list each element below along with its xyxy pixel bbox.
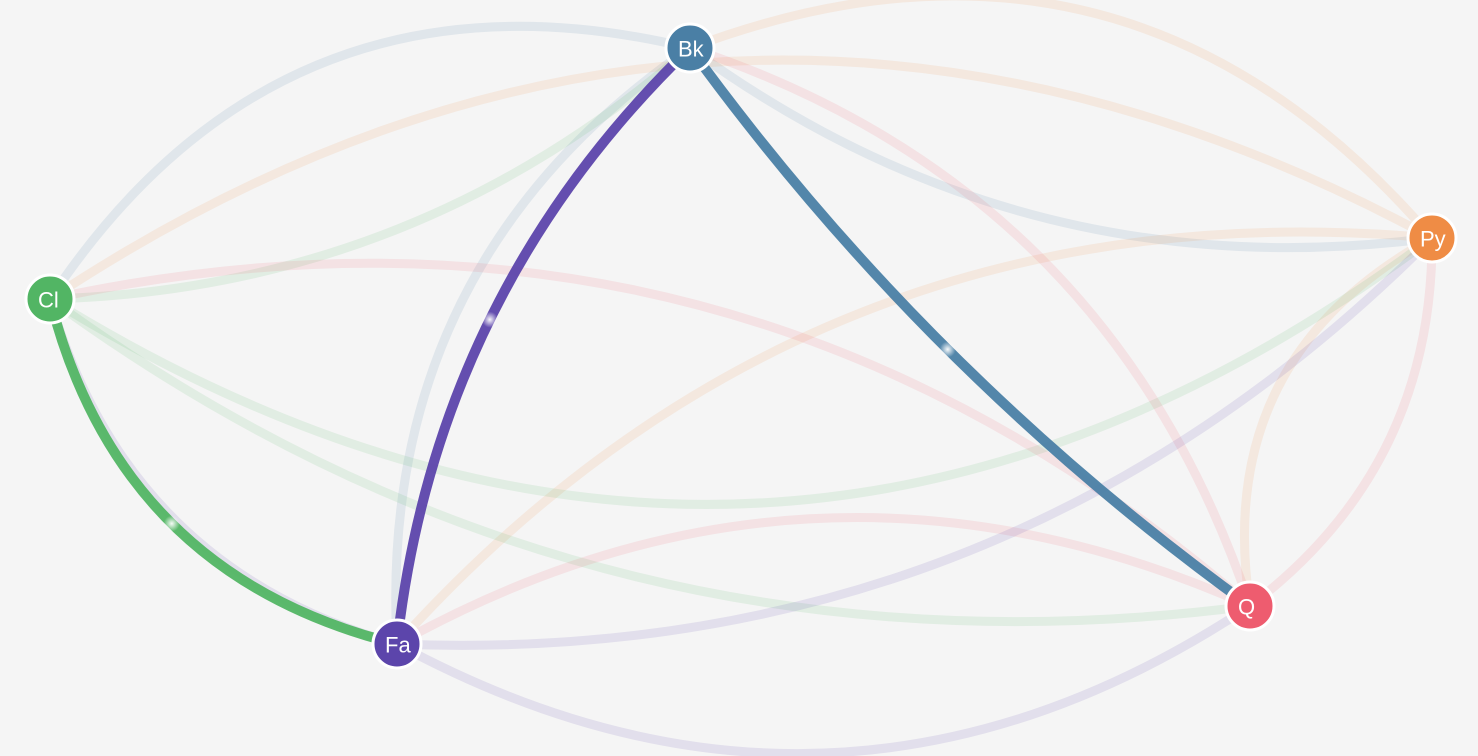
edge-Cl-Q[interactable] bbox=[45, 294, 1255, 627]
edge-layer bbox=[45, 0, 1437, 756]
node-Q-circle[interactable] bbox=[1224, 580, 1276, 632]
node-Cl-circle[interactable] bbox=[24, 273, 76, 325]
edge-Bk-Fa[interactable] bbox=[391, 43, 695, 649]
node-Bk-circle[interactable] bbox=[664, 22, 716, 74]
edge-Fa-Py[interactable] bbox=[392, 233, 1437, 650]
edge-Cl-Bk[interactable] bbox=[45, 21, 695, 304]
edge-Bk-Q[interactable] bbox=[685, 43, 1255, 611]
node-Fa[interactable]: Fa bbox=[371, 618, 423, 670]
node-Fa-label: Fa bbox=[385, 633, 411, 658]
edge-Fa-Py[interactable] bbox=[392, 227, 1437, 649]
node-Q-label: Q bbox=[1238, 595, 1255, 620]
node-layer: Bk Py Cl Fa Q bbox=[24, 22, 1458, 670]
node-Py[interactable]: Py bbox=[1406, 212, 1458, 264]
node-Cl-label: Cl bbox=[38, 288, 59, 313]
edge-particle bbox=[939, 341, 956, 358]
node-Bk[interactable]: Bk bbox=[664, 22, 716, 74]
node-Cl[interactable]: Cl bbox=[24, 273, 76, 325]
highlighted-edge-layer bbox=[45, 43, 1255, 649]
node-Bk-label: Bk bbox=[678, 37, 705, 62]
edge-particle bbox=[481, 311, 498, 328]
edge-Fa-Q[interactable] bbox=[392, 513, 1255, 649]
edge-Cl-Py[interactable] bbox=[45, 55, 1437, 304]
edge-Bk-Py[interactable] bbox=[685, 43, 1437, 253]
edge-Py-Q[interactable] bbox=[1245, 233, 1437, 611]
node-Q[interactable]: Q bbox=[1224, 580, 1276, 632]
edge-particle bbox=[163, 515, 180, 532]
edge-Fa-Q[interactable] bbox=[392, 601, 1255, 756]
edge-Q-Py[interactable] bbox=[1239, 233, 1437, 611]
edge-Bk-Py[interactable] bbox=[685, 0, 1437, 243]
edge-Cl-Bk[interactable] bbox=[45, 43, 695, 304]
edge-Cl-Py[interactable] bbox=[45, 233, 1437, 509]
node-Py-label: Py bbox=[1420, 227, 1446, 252]
node-Fa-circle[interactable] bbox=[371, 618, 423, 670]
node-Py-circle[interactable] bbox=[1406, 212, 1458, 264]
